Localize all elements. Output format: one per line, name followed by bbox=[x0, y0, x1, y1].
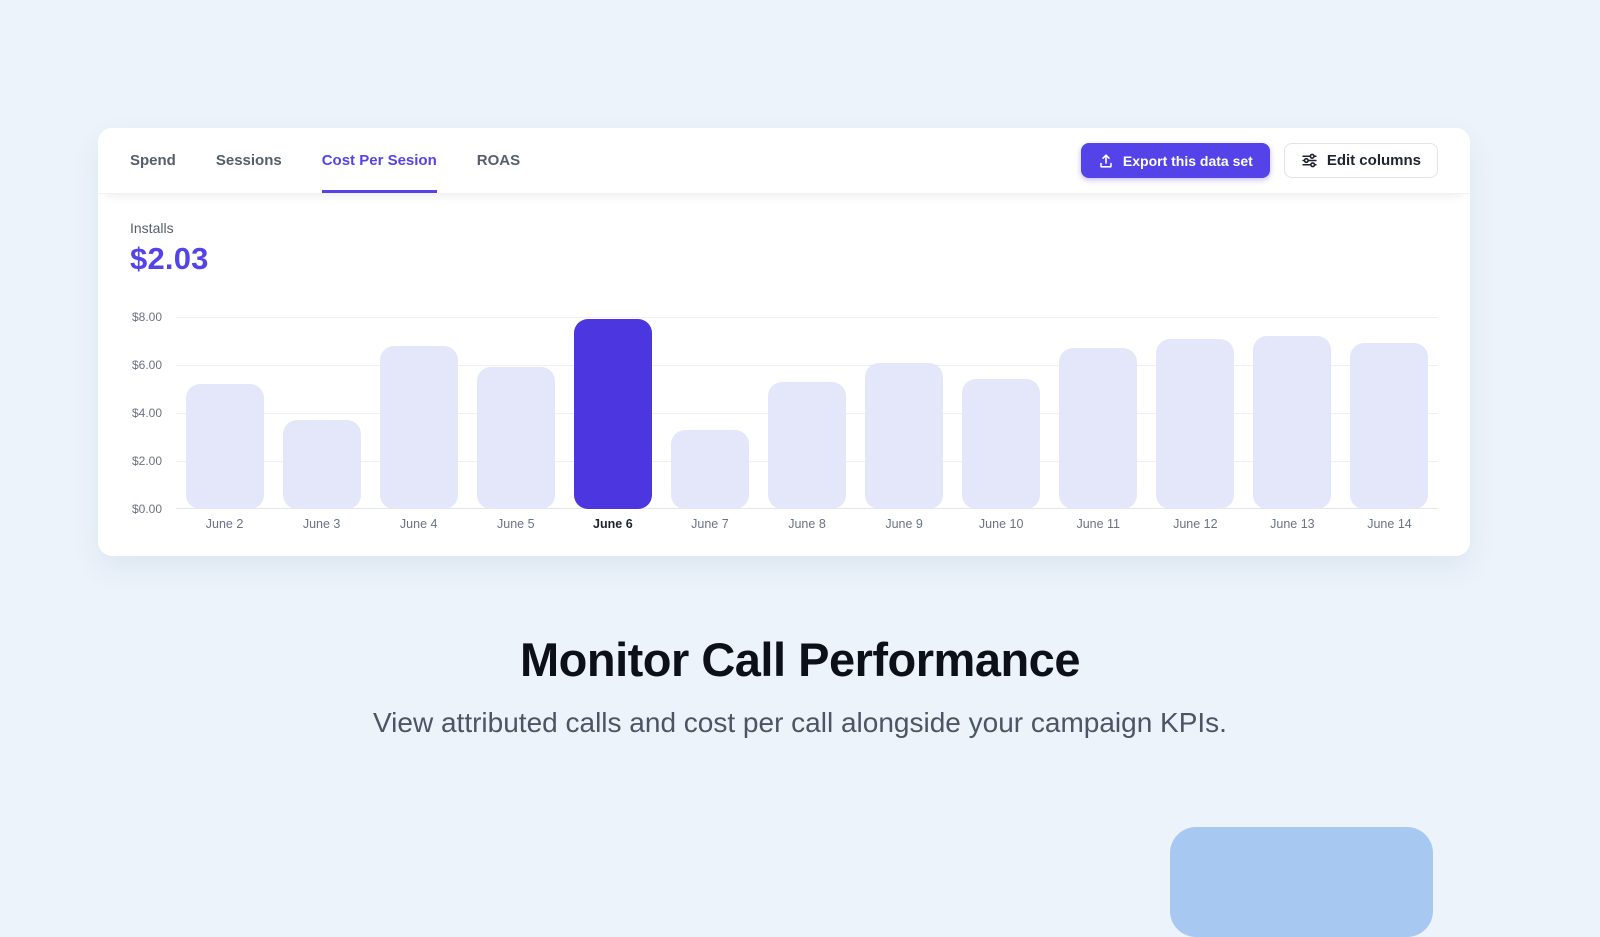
bar-cell bbox=[758, 317, 855, 509]
bar-june-11[interactable] bbox=[1059, 348, 1138, 509]
bar-june-4[interactable] bbox=[379, 345, 458, 509]
gridline bbox=[176, 365, 1438, 366]
x-axis-label: June 4 bbox=[399, 517, 438, 531]
tab-spend[interactable]: Spend bbox=[130, 128, 176, 193]
upload-icon bbox=[1098, 153, 1114, 169]
kpi-value: $2.03 bbox=[130, 241, 209, 276]
y-axis-tick: $8.00 bbox=[131, 310, 162, 324]
bar-chart: $8.00 $6.00 $4.00 $2.00 $0.00 June 2 June 3 Ju… bbox=[130, 310, 1438, 531]
x-axis-label: June 11 bbox=[1076, 517, 1121, 531]
y-axis-tick: $4.00 bbox=[131, 406, 162, 420]
bar-cell bbox=[273, 317, 370, 509]
x-axis-label: June 2 bbox=[205, 517, 244, 531]
y-axis-tick: $0.00 bbox=[131, 502, 162, 516]
sliders-icon bbox=[1301, 152, 1318, 169]
bar-cell bbox=[1147, 317, 1244, 509]
bar-june-12[interactable] bbox=[1156, 338, 1235, 509]
bar-june-7[interactable] bbox=[670, 429, 749, 509]
plot-area: June 2 June 3 June 4 June 5 June 6 June 7 June… bbox=[176, 317, 1438, 531]
card-header: Spend Sessions Cost Per Sesion ROAS Export … bbox=[98, 128, 1470, 194]
bars bbox=[176, 317, 1438, 509]
x-axis-label: June 12 bbox=[1173, 517, 1218, 531]
header-actions: Export this data set Edit columns bbox=[1080, 128, 1438, 193]
hero-subtitle: View attributed calls and cost per call … bbox=[373, 707, 1227, 738]
export-button-label: Export this data set bbox=[1122, 152, 1253, 169]
bar-cell bbox=[564, 317, 661, 509]
bar-june-6[interactable] bbox=[573, 319, 652, 509]
edit-columns-button[interactable]: Edit columns bbox=[1283, 143, 1438, 178]
x-axis-label: June 14 bbox=[1367, 517, 1412, 531]
tab-sessions[interactable]: Sessions bbox=[216, 128, 282, 193]
bar-cell bbox=[953, 317, 1050, 509]
x-axis-label: June 6 bbox=[593, 517, 633, 531]
x-axis-label: June 5 bbox=[497, 517, 535, 531]
tab-cost-per-sesion[interactable]: Cost Per Sesion bbox=[321, 128, 437, 193]
bar-june-5[interactable] bbox=[476, 367, 555, 509]
hero-title: Monitor Call Performance bbox=[520, 633, 1080, 686]
y-axis-tick: $2.00 bbox=[131, 454, 162, 468]
bar-cell bbox=[661, 317, 758, 509]
kpi-block: Installs $2.03 bbox=[130, 220, 1438, 277]
bar-june-3[interactable] bbox=[282, 420, 361, 509]
kpi-label: Installs bbox=[130, 220, 174, 236]
x-axis-label: June 3 bbox=[302, 517, 341, 531]
bar-june-14[interactable] bbox=[1350, 343, 1429, 509]
x-axis-label: June 7 bbox=[691, 517, 729, 531]
x-axis-label: June 13 bbox=[1270, 517, 1315, 531]
bar-cell bbox=[1341, 317, 1438, 509]
y-axis-tick: $6.00 bbox=[131, 358, 162, 372]
bar-cell bbox=[176, 317, 273, 509]
bar-june-8[interactable] bbox=[768, 381, 846, 509]
bar-cell bbox=[467, 317, 564, 509]
bar-june-9[interactable] bbox=[865, 362, 944, 509]
hero-section: Monitor Call Performance View attributed… bbox=[0, 632, 1600, 739]
bar-cell bbox=[1244, 317, 1341, 509]
x-axis-labels: June 2 June 3 June 4 June 5 June 6 June 7 June… bbox=[176, 517, 1438, 531]
x-axis-label: June 9 bbox=[885, 517, 923, 531]
bar-cell bbox=[370, 317, 467, 509]
card-body: Installs $2.03 $8.00 $6.00 $4.00 $2.00 $0.00… bbox=[98, 194, 1470, 531]
bar-june-13[interactable] bbox=[1253, 336, 1332, 509]
tab-roas[interactable]: ROAS bbox=[477, 128, 520, 193]
bar-june-10[interactable] bbox=[962, 379, 1041, 509]
gridline bbox=[176, 317, 1438, 318]
export-button[interactable]: Export this data set bbox=[1080, 143, 1270, 178]
x-axis-label: June 8 bbox=[788, 517, 826, 531]
bar-june-2[interactable] bbox=[185, 384, 264, 509]
bar-cell bbox=[856, 317, 953, 509]
tab-bar: Spend Sessions Cost Per Sesion ROAS bbox=[130, 128, 520, 193]
y-axis: $8.00 $6.00 $4.00 $2.00 $0.00 bbox=[130, 310, 162, 516]
x-axis-label: June 10 bbox=[978, 517, 1024, 531]
decorative-card bbox=[1170, 827, 1433, 937]
plot bbox=[176, 317, 1438, 509]
bar-cell bbox=[1050, 317, 1147, 509]
analytics-card: Spend Sessions Cost Per Sesion ROAS Export … bbox=[98, 128, 1470, 556]
edit-columns-label: Edit columns bbox=[1326, 152, 1421, 169]
